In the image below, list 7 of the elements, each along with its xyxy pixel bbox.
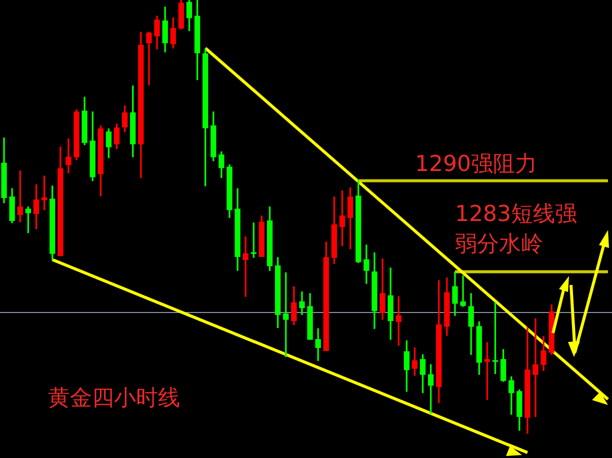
- candlestick: [146, 32, 152, 86]
- candlestick: [532, 318, 538, 417]
- annotation: 1290强阻力: [415, 151, 537, 179]
- annotation: 1283短线强弱分水岭: [455, 201, 578, 259]
- candlestick: [460, 275, 466, 307]
- candlestick: [66, 138, 72, 174]
- text: 黄金四小时线: [48, 385, 180, 413]
